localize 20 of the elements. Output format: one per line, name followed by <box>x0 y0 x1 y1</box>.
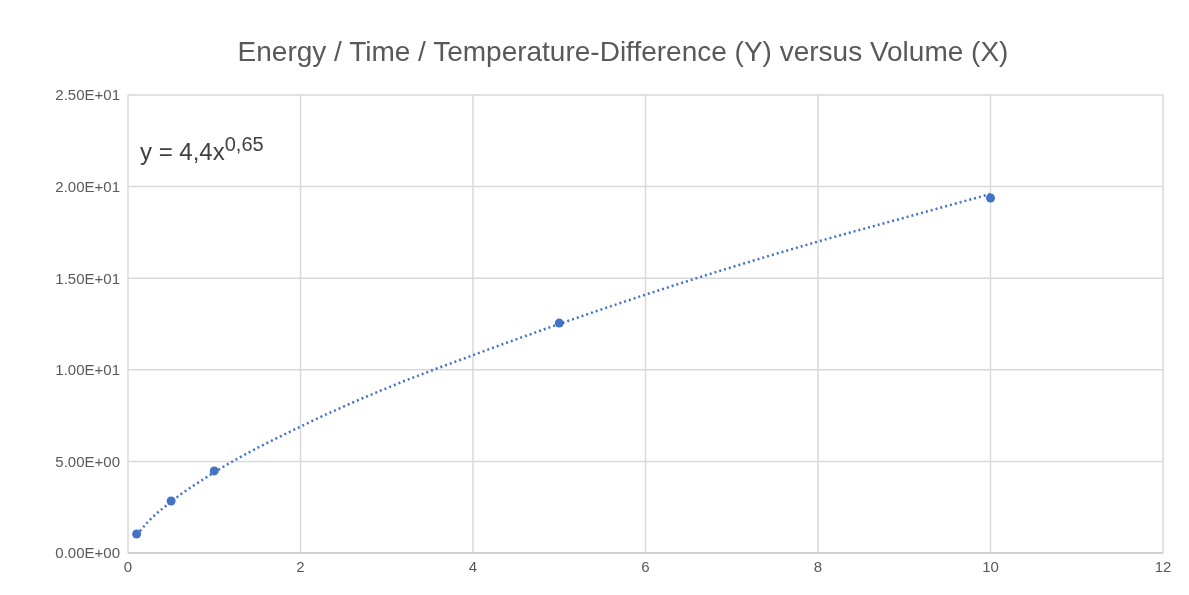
y-tick-label: 2.50E+01 <box>55 86 120 104</box>
x-tick-label: 0 <box>123 557 133 575</box>
x-tick-label: 10 <box>982 557 999 575</box>
point <box>166 496 176 506</box>
point <box>554 318 564 328</box>
y-tick-label: 0.00E+00 <box>55 544 120 562</box>
x-tick-label: 4 <box>468 557 478 575</box>
y-tick-label: 1.50E+01 <box>55 269 120 287</box>
y-tick-label: 1.00E+01 <box>55 361 120 379</box>
point <box>209 466 219 476</box>
y-tick-label: 5.00E+00 <box>55 452 120 470</box>
x-tick-label: 12 <box>1154 557 1172 575</box>
annotation: y = 4,4x$^{0,65}$ <box>140 133 264 166</box>
x-tick-label: 6 <box>641 557 650 575</box>
x-tick-label: 8 <box>813 557 823 575</box>
chart-title: Energy / Time / Temperature-Difference (Y) versus Volume (X) <box>236 36 1010 68</box>
point <box>132 529 142 539</box>
point <box>985 193 996 203</box>
x-tick-label: 2 <box>296 557 305 575</box>
y-tick-label: 2.00E+01 <box>55 177 120 195</box>
